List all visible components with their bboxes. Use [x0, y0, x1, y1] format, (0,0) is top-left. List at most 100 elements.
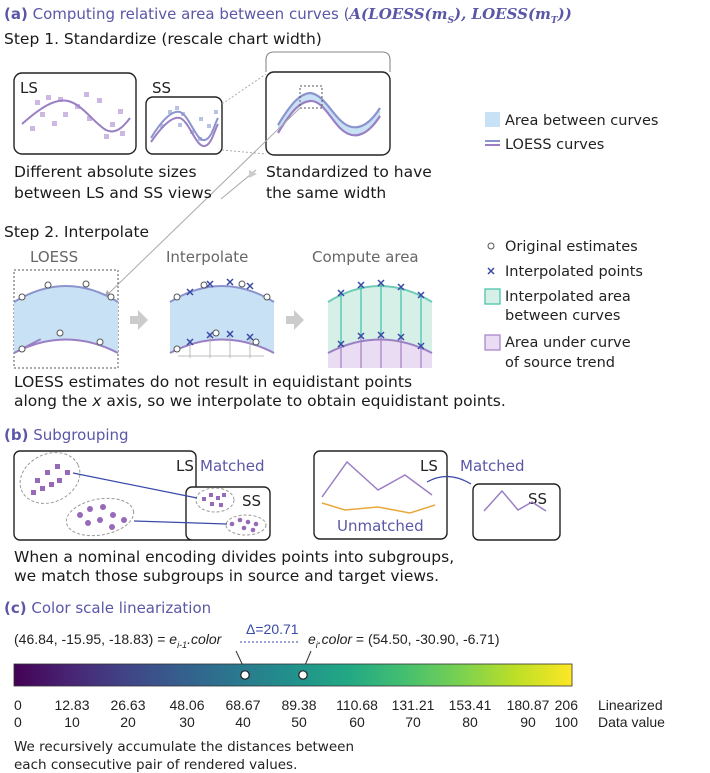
interpolated-points: [186, 278, 254, 346]
original-estimate-points: [18, 280, 115, 353]
match-line-2: [133, 520, 228, 525]
step2-title: Step 2. Interpolate: [4, 223, 149, 241]
data-value-tick: 50: [291, 714, 307, 730]
panel-loess: [13, 269, 119, 369]
linearized-label: Linearized: [598, 697, 663, 713]
teal-area-swatch: [484, 288, 501, 305]
subgroup-note-2: we match those subgroups in source and t…: [14, 567, 439, 585]
ls-label-b: LS: [176, 457, 194, 475]
circle-icon: [487, 242, 495, 250]
ls-label-b2: LS: [420, 457, 438, 475]
linearized-tick: 12.83: [54, 697, 89, 713]
section-c: (c) Color scale linearization (46.84, -1…: [4, 599, 665, 773]
purple-trend-line: [321, 460, 433, 498]
caption-different-sizes-1: Different absolute sizes: [14, 163, 197, 181]
delta-label: Δ=20.71: [246, 621, 299, 637]
linearized-ticks: 0 12.83 26.63 48.06 68.67 89.38 110.68 131.21 15…: [14, 697, 578, 713]
interp-note-2: along the x axis, so we interpolate to o…: [14, 392, 506, 410]
ss-label: SS: [152, 79, 171, 97]
legend-original-label: Original estimates: [505, 239, 638, 255]
data-value-tick: 70: [405, 714, 421, 730]
match-line-3: [426, 475, 472, 485]
linearized-tick: 110.68: [336, 697, 378, 713]
matched-label-2: Matched: [460, 457, 525, 475]
standardized-view: [265, 51, 391, 156]
ss-label-b: SS: [242, 492, 261, 510]
compute-area-label: Compute area: [312, 248, 419, 266]
panel-compute-area: [327, 279, 433, 368]
unmatched-label: Unmatched: [337, 517, 424, 535]
step1-title: Step 1. Standardize (rescale chart width…: [4, 30, 322, 48]
section-b: (b) Subgrouping LS Matched SS: [4, 426, 561, 585]
legend-loess-label: LOESS curves: [505, 137, 604, 153]
viridis-color-bar: [13, 663, 573, 687]
arrow-right-icon: [249, 170, 257, 178]
subgroup-line-example: LS Unmatched Matched SS: [313, 450, 561, 541]
data-value-label: Data value: [598, 714, 665, 730]
ls-loess-curve: [21, 99, 131, 133]
linearized-tick: 89.38: [281, 697, 316, 713]
ss-loess-curve-blue: [150, 110, 219, 141]
legend-under-2: of source trend: [505, 355, 615, 371]
data-value-tick: 40: [235, 714, 251, 730]
loess-label: LOESS: [30, 248, 78, 266]
panel-interpolate: [169, 278, 275, 358]
arrow-right-icon: [130, 310, 148, 330]
linearized-tick: 26.63: [110, 697, 145, 713]
data-value-tick: 10: [64, 714, 80, 730]
purple-area-swatch: [484, 334, 501, 351]
footnote-1: We recursively accumulate the distances …: [14, 739, 354, 755]
width-bracket: [265, 51, 391, 72]
linearized-tick: 0: [14, 697, 22, 713]
linearized-tick: 180.87: [507, 697, 550, 713]
color-distance-equation-right: ei.color = (54.50, -30.90, -6.71): [308, 631, 500, 650]
section-a-heading: (a) Computing relative area between curv…: [4, 5, 572, 26]
caption-standardized-2: the same width: [266, 184, 386, 202]
interp-note-1: LOESS estimates do not result in equidis…: [14, 373, 412, 391]
linearized-tick: 48.06: [169, 697, 204, 713]
section-a: (a) Computing relative area between curv…: [4, 5, 658, 410]
caption-different-sizes-2: between LS and SS views: [14, 184, 212, 202]
linearized-tick: 153.41: [449, 697, 492, 713]
current-color-marker: [298, 670, 308, 680]
legend-area-label: Area between curves: [505, 113, 658, 129]
linearized-tick: 68.67: [225, 697, 260, 713]
section-b-heading: (b) Subgrouping: [4, 426, 129, 444]
ss-label-b2: SS: [528, 490, 547, 508]
linearized-tick: 206: [555, 697, 579, 713]
data-value-ticks: 0 10 20 30 40 50 60 70 80 90 100: [14, 714, 578, 730]
legend-under-1: Area under curve: [505, 335, 631, 351]
legend-interp-label: Interpolated points: [505, 264, 643, 280]
legend-interp-area-2: between curves: [505, 308, 621, 324]
data-value-tick: 60: [349, 714, 365, 730]
legend-step1: Area between curves LOESS curves: [485, 112, 658, 153]
legend-step2: Original estimates Interpolated points I…: [484, 239, 643, 371]
zoom-connector: [103, 107, 301, 299]
ls-view: LS: [13, 72, 137, 155]
section-c-heading: (c) Color scale linearization: [4, 599, 211, 617]
legend-interp-area-1: Interpolated area: [505, 289, 631, 305]
cross-icon: [487, 267, 495, 275]
match-line-1: [72, 472, 198, 499]
data-value-tick: 100: [555, 714, 579, 730]
subgroup-note-1: When a nominal encoding divides points i…: [14, 548, 454, 566]
data-value-tick: 20: [120, 714, 136, 730]
matched-label-1: Matched: [200, 457, 265, 475]
footnote-2: each consecutive pair of rendered values…: [14, 757, 297, 773]
ss-view: SS: [145, 79, 223, 155]
area-swatch: [485, 112, 500, 127]
data-value-tick: 0: [14, 714, 22, 730]
interpolate-label: Interpolate: [166, 248, 248, 266]
subgroup-scatter-example: LS Matched SS: [13, 450, 271, 541]
ss-loess-curve-purple: [150, 116, 219, 147]
data-value-tick: 90: [520, 714, 536, 730]
ss-to-standard-connector: [221, 73, 267, 105]
caption-standardized-1: Standardized to have: [266, 163, 432, 181]
linearized-tick: 131.21: [392, 697, 435, 713]
color-distance-equation: (46.84, -15.95, -18.83) = ei-1.color: [14, 631, 223, 650]
data-value-tick: 80: [462, 714, 478, 730]
ls-scatter-points: [30, 92, 125, 139]
prev-color-marker: [240, 670, 250, 680]
arrow-right-icon: [286, 310, 304, 330]
zoom-region: [299, 85, 323, 109]
